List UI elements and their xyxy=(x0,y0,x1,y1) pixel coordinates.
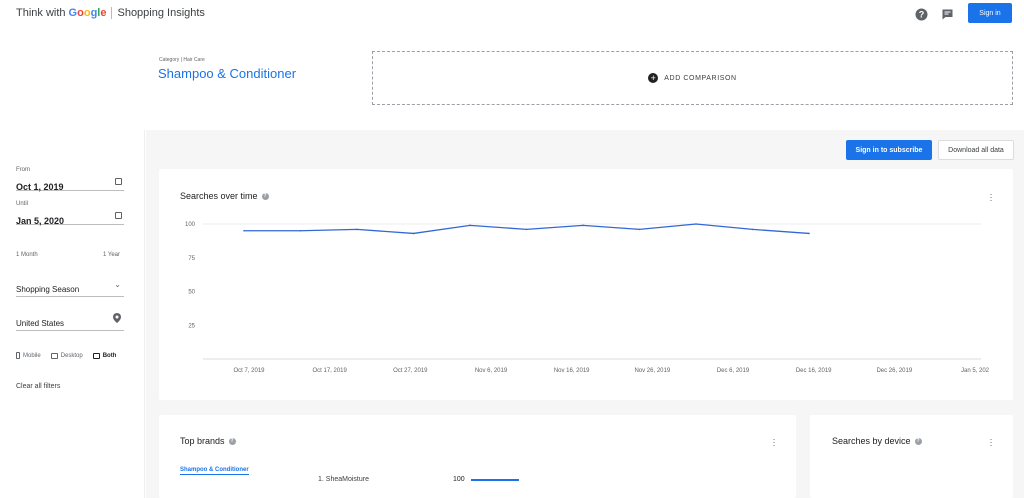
top-brands-card xyxy=(159,415,796,498)
more-options-icon[interactable]: · · · xyxy=(989,434,993,450)
searches-over-time-card xyxy=(159,169,1013,400)
mobile-icon xyxy=(16,352,20,359)
subscribe-button[interactable]: Sign in to subscribe xyxy=(846,140,932,160)
feedback-icon[interactable] xyxy=(941,8,954,21)
help-icon[interactable]: ? xyxy=(261,192,269,200)
card-title-text: Searches over time xyxy=(180,191,258,201)
searches-by-device-title: Searches by device ? xyxy=(832,436,922,446)
filter-sidebar xyxy=(0,130,145,498)
searches-by-device-card xyxy=(810,415,1013,498)
download-all-button[interactable]: Download all data xyxy=(938,140,1014,160)
card-title-text: Searches by device xyxy=(832,436,911,446)
range-max-label[interactable]: 1 Year xyxy=(103,252,121,258)
desktop-icon xyxy=(50,352,58,359)
brand-score-bar xyxy=(471,479,519,481)
location-select[interactable]: United States xyxy=(16,313,124,331)
brand-row-label: 1. SheaMoisture xyxy=(318,476,369,483)
range-min-label[interactable]: 1 Month xyxy=(16,252,38,258)
from-label: From xyxy=(16,167,30,173)
help-icon[interactable]: ? xyxy=(914,437,922,445)
season-select[interactable]: Shopping Season ⌄ xyxy=(16,279,124,297)
more-options-icon[interactable]: · · · xyxy=(772,434,776,450)
device-filter: Mobile Desktop Both xyxy=(16,352,116,359)
add-comparison-label: ADD COMPARISON xyxy=(664,74,737,82)
from-date-value: Oct 1, 2019 xyxy=(16,182,64,192)
sign-in-button[interactable]: Sign in xyxy=(968,3,1012,23)
until-label: Until xyxy=(16,201,29,207)
brand-row-score: 100 xyxy=(453,476,465,483)
from-date-field[interactable]: Oct 1, 2019 xyxy=(16,177,124,192)
location-pin-icon xyxy=(113,313,121,323)
chevron-down-icon: ⌄ xyxy=(114,280,121,289)
brand-tab[interactable]: Shampoo & Conditioner xyxy=(180,467,249,475)
plus-circle-icon: + xyxy=(648,73,659,83)
device-option-desktop[interactable]: Desktop xyxy=(50,352,83,359)
category-title[interactable]: Shampoo & Conditioner xyxy=(158,66,297,81)
until-date-field[interactable]: Jan 5, 2020 xyxy=(16,211,124,226)
device-option-mobile[interactable]: Mobile xyxy=(16,352,41,359)
calendar-icon[interactable] xyxy=(115,178,122,185)
clear-filters-link[interactable]: Clear all filters xyxy=(16,383,61,390)
help-icon[interactable]: ? xyxy=(228,437,236,445)
add-comparison-button[interactable]: + ADD COMPARISON xyxy=(372,51,1013,105)
calendar-icon[interactable] xyxy=(115,212,122,219)
top-brands-title: Top brands ? xyxy=(180,436,236,446)
brand-logo[interactable]: Think with Google Shopping Insights xyxy=(16,7,205,19)
help-icon[interactable]: ? xyxy=(915,8,928,21)
device-label: Both xyxy=(102,352,117,359)
device-option-both[interactable]: Both xyxy=(92,352,117,359)
season-value: Shopping Season xyxy=(16,285,80,294)
location-value: United States xyxy=(16,319,65,328)
device-label: Desktop xyxy=(60,352,83,359)
until-date-value: Jan 5, 2020 xyxy=(16,216,65,226)
category-label: Category | Hair Care xyxy=(159,57,205,63)
searches-over-time-title: Searches over time ? xyxy=(180,191,269,201)
brand-divider xyxy=(111,7,113,19)
top-header: Think with Google Shopping Insights ? Si… xyxy=(0,0,1024,28)
product-name: Shopping Insights xyxy=(117,7,205,19)
google-wordmark: Google xyxy=(68,7,107,19)
device-label: Mobile xyxy=(23,352,41,359)
brand-prefix: Think with xyxy=(16,7,66,19)
more-options-icon[interactable]: · · · xyxy=(989,189,993,205)
card-title-text: Top brands xyxy=(180,436,225,446)
svg-text:?: ? xyxy=(919,10,925,20)
laptop-icon xyxy=(92,352,100,359)
